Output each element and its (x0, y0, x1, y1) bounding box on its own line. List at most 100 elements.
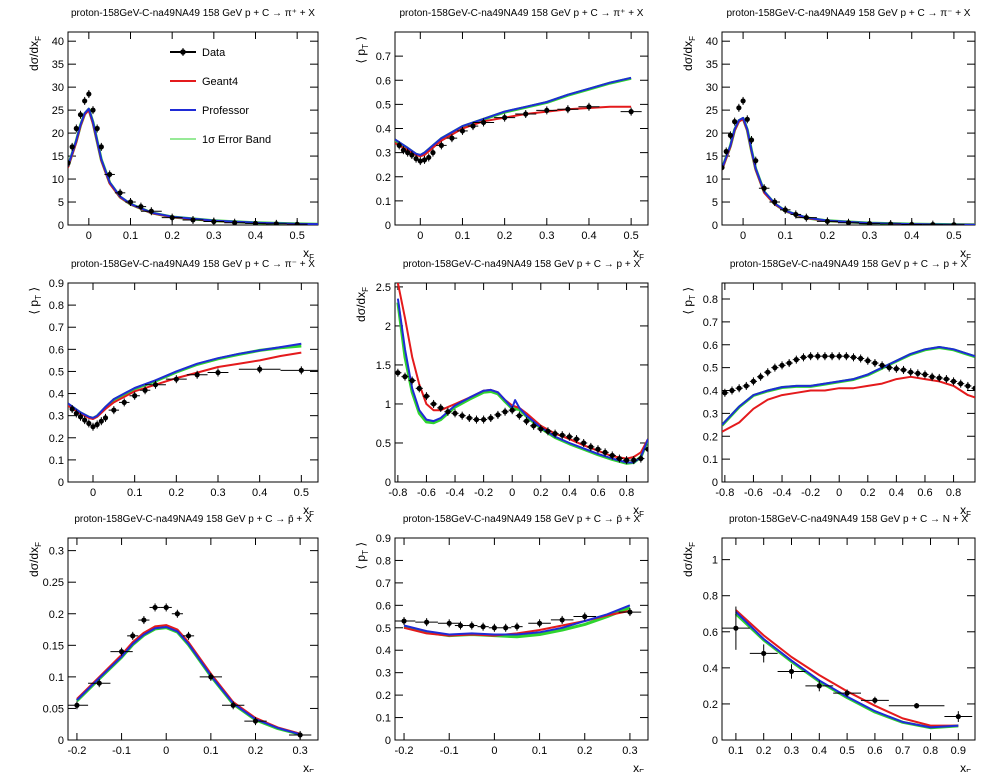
data-point (742, 381, 750, 390)
x-tick-label: 0.3 (862, 230, 877, 242)
data-marker (173, 376, 179, 382)
x-tick-label: -0.1 (112, 745, 131, 757)
chart-title: proton-158GeV-C-na49NA49 158 GeV p + C →… (403, 514, 641, 525)
x-tick-label: 0.2 (577, 745, 592, 757)
data-marker (623, 457, 630, 463)
data-point (421, 155, 428, 164)
y-tick-label: 0 (712, 220, 718, 232)
data-point (68, 701, 89, 710)
data-marker (190, 217, 196, 223)
data-marker (765, 369, 771, 375)
series-line-1-error-band (734, 612, 959, 730)
data-point (622, 456, 631, 465)
y-tick-label: 0.4 (49, 389, 64, 401)
plot-frame (67, 537, 319, 741)
data-point (728, 386, 736, 395)
data-point (467, 122, 479, 131)
y-tick-label: 20 (52, 128, 64, 140)
data-marker (148, 208, 154, 214)
y-tick-label: 0.2 (703, 431, 718, 443)
chart-title: proton-158GeV-C-na49NA49 158 GeV p + C →… (730, 259, 968, 270)
y-tick-label: 20 (706, 128, 718, 140)
series-line-1-error-band (396, 302, 648, 465)
data-point (129, 391, 140, 400)
data-point (859, 219, 881, 225)
plot-area (68, 342, 318, 431)
data-point (135, 202, 147, 211)
data-marker (736, 385, 742, 391)
data-point (857, 354, 865, 363)
data-point (964, 381, 972, 390)
data-point (245, 219, 266, 225)
legend: Data Geant4 Professor 1σ Error Band (170, 47, 271, 146)
data-point (922, 220, 944, 225)
data-point (888, 703, 945, 709)
data-marker (845, 220, 852, 225)
data-point (86, 419, 92, 428)
data-point (758, 184, 770, 193)
y-tick-label: 0.8 (703, 294, 718, 306)
data-point (458, 411, 466, 420)
y-tick-label: 0.5 (376, 438, 391, 450)
y-tick-label: 5 (712, 197, 718, 209)
data-marker (743, 383, 749, 389)
chart-title: proton-158GeV-C-na49NA49 158 GeV p + C →… (74, 514, 312, 525)
data-marker (793, 357, 799, 363)
data-marker (421, 157, 428, 163)
y-tick-label: 0.7 (49, 322, 64, 334)
plot-frame (721, 537, 976, 741)
x-tick-label: 0.4 (889, 487, 904, 499)
data-point (880, 220, 902, 225)
x-tick-label: 0.8 (923, 745, 938, 757)
data-point (400, 146, 407, 155)
x-tick-label: 0.5 (623, 230, 638, 242)
x-tick-label: 0.3 (622, 745, 637, 757)
data-marker (936, 375, 942, 381)
data-marker (559, 617, 565, 623)
y-tick-label: 0.9 (376, 533, 391, 545)
data-point (140, 207, 162, 216)
data-marker (740, 98, 746, 104)
data-point (108, 406, 120, 415)
data-point (901, 220, 923, 225)
data-marker (886, 365, 892, 371)
data-point (814, 352, 822, 361)
data-point (161, 213, 183, 222)
y-tick-label: 0.6 (703, 627, 718, 639)
data-point (644, 445, 648, 454)
plot-frame (67, 282, 319, 483)
data-marker (174, 611, 180, 617)
y-axis-label: dσ/dxF (681, 36, 697, 71)
data-point (914, 369, 922, 378)
data-marker (111, 407, 117, 413)
data-marker (536, 620, 543, 626)
data-point (444, 407, 452, 416)
data-marker (449, 135, 455, 141)
data-point (608, 451, 616, 460)
data-point (837, 218, 860, 225)
y-tick-label: 0.15 (43, 640, 64, 652)
data-point (935, 373, 943, 382)
data-marker (107, 171, 113, 178)
data-point (494, 410, 502, 419)
data-point (620, 107, 642, 116)
series-line-geant4 (722, 118, 975, 225)
data-marker (566, 434, 572, 440)
data-marker (638, 455, 644, 462)
data-point (722, 388, 729, 397)
data-point (238, 365, 281, 374)
data-marker (169, 215, 175, 221)
data-point (90, 422, 96, 431)
y-tick-label: 40 (52, 36, 64, 48)
data-point (119, 398, 130, 407)
data-marker (732, 119, 738, 125)
data-point (736, 103, 742, 112)
data-marker (750, 378, 757, 384)
data-marker (491, 625, 497, 631)
series-line-1-error-band (722, 116, 975, 225)
data-marker (430, 150, 436, 156)
data-marker (117, 190, 123, 196)
data-point (437, 619, 461, 628)
series-line-professor (68, 342, 302, 419)
data-point (578, 102, 600, 111)
